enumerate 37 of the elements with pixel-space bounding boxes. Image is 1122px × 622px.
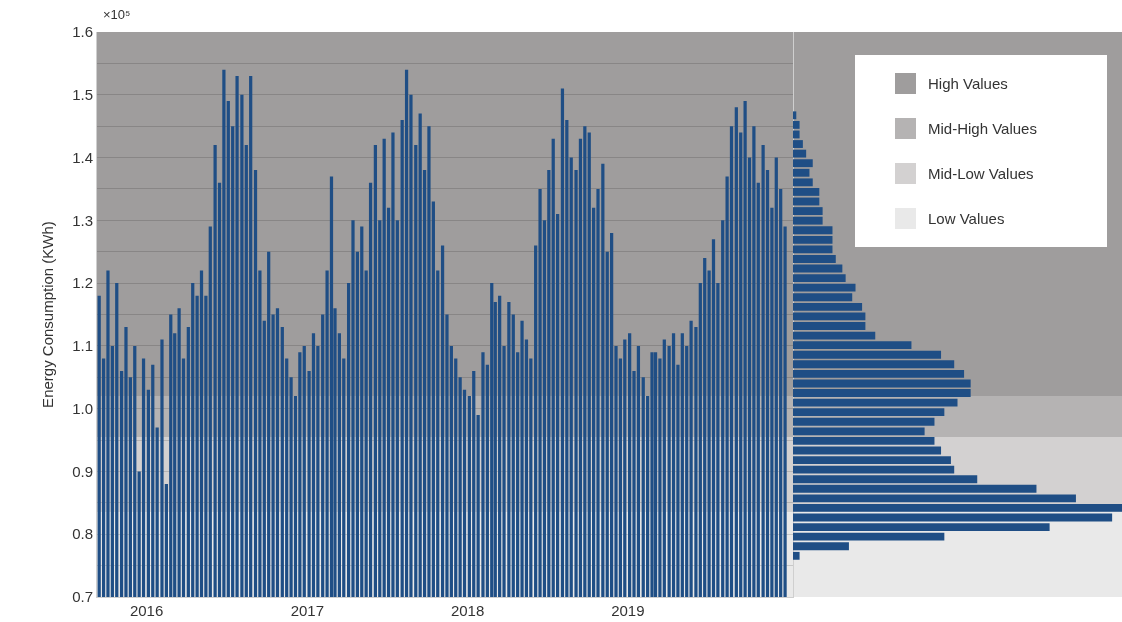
bar	[793, 322, 866, 330]
bar	[793, 551, 800, 560]
y-tick-label: 1.0	[72, 399, 93, 417]
bar	[793, 140, 803, 148]
y-tick-label: 0.9	[72, 462, 93, 480]
bar	[793, 456, 951, 464]
bar	[793, 341, 912, 350]
y-tick-label: 1.1	[72, 337, 93, 355]
legend-label: Low Values	[928, 210, 1005, 227]
bar	[793, 207, 823, 215]
y-tick-label: 1.4	[72, 148, 93, 166]
x-tick-label: 2016	[129, 602, 164, 619]
y-tick-label: 1.6	[72, 23, 93, 41]
bar	[793, 504, 1122, 512]
bar	[793, 436, 935, 445]
y-axis-title: Energy Consumption (KWh)	[39, 221, 57, 408]
legend-label: Mid-High Values	[928, 120, 1037, 137]
y-tick-label: 0.7	[72, 588, 93, 606]
y-tick-label: 1.3	[72, 211, 93, 229]
text: ×10⁵	[103, 7, 131, 22]
bar	[793, 255, 836, 263]
bar	[793, 389, 971, 397]
x-tick-label: 2017	[290, 602, 325, 619]
bar	[793, 369, 965, 378]
bar	[793, 111, 797, 120]
y-tick-label: 1.5	[72, 86, 93, 104]
y-tick-label: 1.2	[72, 274, 93, 292]
bar	[793, 188, 820, 196]
x-tick-label: 2018	[450, 602, 485, 619]
y-tick-label: 0.8	[72, 525, 93, 543]
bar	[793, 130, 800, 139]
band-label: High Values	[928, 75, 1008, 92]
bar	[793, 120, 800, 129]
x-tick-label: 2019	[611, 602, 645, 619]
bar	[793, 523, 1050, 532]
bar	[793, 274, 846, 283]
legend-label: Mid-Low Values	[928, 165, 1034, 182]
